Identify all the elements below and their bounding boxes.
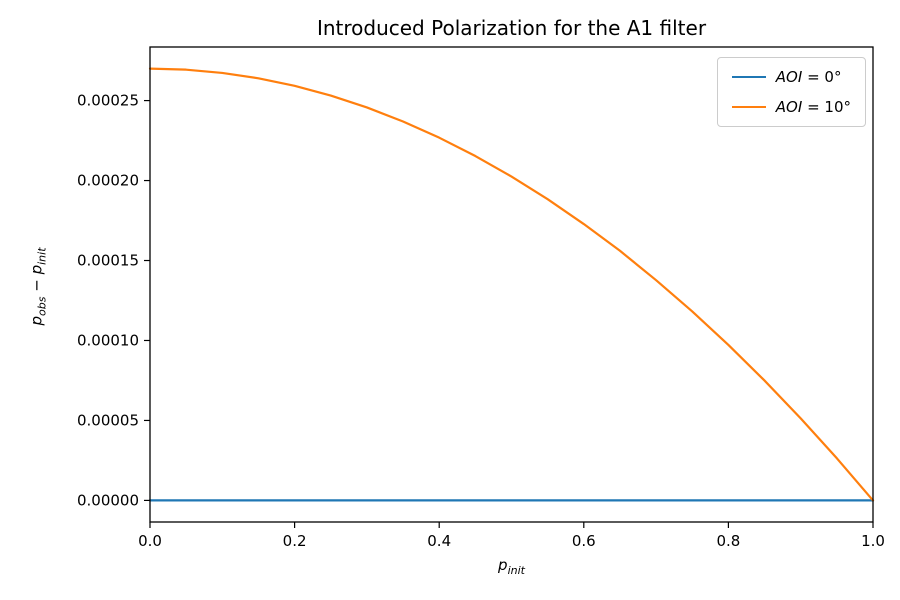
xlabel-sub: init [507, 564, 525, 577]
ylabel-sub2: init [35, 247, 49, 265]
x-tick-label: 0.8 [716, 532, 740, 550]
legend-label-rest: = 0° [802, 68, 842, 86]
legend-swatch-aoi-0 [731, 76, 766, 78]
series-line-1 [148, 67, 875, 502]
y-tick-label: 0.00005 [77, 411, 139, 429]
axes-spines [149, 46, 874, 523]
y-tick-label: 0.00000 [77, 491, 139, 509]
legend-item-aoi-0: AOI = 0° [731, 68, 851, 86]
y-tick-label: 0.00015 [77, 252, 139, 270]
y-tick-label: 0.00010 [77, 331, 139, 349]
xlabel-var: p [498, 556, 508, 574]
chart-title: Introduced Polarization for the A1 filte… [316, 16, 707, 40]
x-tick-label: 1.0 [861, 532, 885, 550]
legend-label-rest: = 10° [802, 98, 851, 116]
legend-swatch-aoi-10 [731, 106, 766, 108]
legend-label-aoi-10: AOI = 10° [776, 98, 851, 116]
ylabel-sub1: obs [35, 296, 49, 316]
legend-label-aoi-0: AOI = 0° [776, 68, 842, 86]
x-axis-label: pinit [150, 556, 873, 577]
x-tick-label: 0.2 [283, 532, 307, 550]
x-tick-label: 0.4 [427, 532, 451, 550]
legend-label-var: AOI [775, 98, 803, 116]
legend-label-var: AOI [775, 68, 803, 86]
legend: AOI = 0° AOI = 10° [716, 57, 866, 127]
x-tick-label: 0.0 [138, 532, 162, 550]
ylabel-minus: − [27, 274, 46, 297]
legend-item-aoi-10: AOI = 10° [731, 98, 851, 116]
y-tick-label: 0.00020 [77, 172, 139, 190]
ylabel-var1: p [27, 315, 46, 326]
y-tick-label: 0.00025 [77, 92, 139, 110]
y-axis-label: pobs − pinit [28, 227, 49, 347]
ylabel-var2: p [27, 264, 46, 275]
x-tick-label: 0.6 [572, 532, 596, 550]
